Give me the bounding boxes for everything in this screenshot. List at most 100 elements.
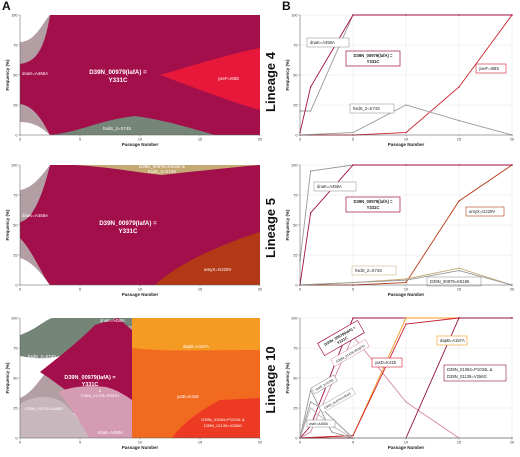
y-tick-label: 100 — [291, 13, 297, 17]
series-point — [511, 164, 513, 166]
x-tick-label: 20 — [510, 441, 514, 445]
y-tick-label: 75 — [293, 43, 297, 47]
area-label: dnaK=A458A — [22, 71, 48, 76]
series-point — [458, 269, 460, 272]
series-line — [299, 164, 512, 286]
series-point — [511, 14, 513, 16]
panel-a-lineage-4-chart: dnaK=A458A D39N_00979(lafA) = Y331C yxeF… — [5, 13, 262, 147]
y-tick-label: 0 — [15, 283, 17, 287]
x-tick-label: 5 — [79, 288, 81, 292]
x-tick-label: 5 — [79, 441, 81, 445]
series-label-box — [306, 37, 350, 48]
area-label: dnaK=A458A — [22, 213, 48, 218]
y-axis-title: Frequency (%) — [285, 362, 290, 394]
series-point — [309, 431, 312, 433]
y-axis-title: Frequency (%) — [285, 59, 290, 91]
series-point — [352, 434, 354, 437]
area-label: D39N_01139=V256G — [204, 423, 242, 428]
area-label: & — [99, 388, 102, 393]
x-tick-label: 15 — [457, 288, 461, 292]
y-tick-label: 0 — [295, 283, 297, 287]
series-label: D39N_01094=P1034L & — [447, 367, 493, 372]
series-point — [405, 131, 407, 134]
y-tick-label: 75 — [293, 346, 297, 350]
y-tick-label: 0 — [15, 436, 17, 440]
area-label: hsdS_2=S74S — [148, 169, 176, 174]
y-tick-label: 25 — [293, 406, 297, 410]
y-tick-label: 0 — [15, 133, 17, 137]
series-label-box — [330, 339, 370, 367]
series-point — [309, 86, 312, 88]
series-label-box — [475, 63, 507, 74]
x-axis-title: Passage Number — [122, 142, 159, 147]
area-D39N-01094 — [172, 398, 260, 438]
panel-b-lineage-5-chart: dnaK=A458A D39N_00979(lafA) = Y331C amyX… — [285, 163, 514, 297]
area-label: Y331C — [82, 382, 99, 388]
area-label: Y331C — [119, 228, 138, 235]
x-tick-label: 20 — [510, 288, 514, 292]
series-label-box — [345, 50, 401, 67]
series-label-box — [310, 374, 338, 395]
area-label: amyX=G229V — [204, 267, 232, 272]
x-tick-label: 10 — [404, 441, 408, 445]
panel-a-lineage-5-chart: D39N_00979=K818K & hsdS_2=S74S dnaK=A458… — [5, 163, 262, 297]
series-point — [309, 389, 312, 391]
x-tick-label: 0 — [19, 138, 21, 142]
series-label: dnaK=A458A — [317, 184, 342, 189]
x-axis-title: Passage Number — [122, 292, 159, 297]
y-tick-label: 25 — [293, 253, 297, 257]
series-label-box — [465, 206, 505, 217]
series-label-box — [426, 276, 482, 287]
y-tick-label: 50 — [13, 73, 17, 77]
y-tick-label: 75 — [293, 193, 297, 197]
x-tick-label: 0 — [299, 441, 301, 445]
y-tick-label: 100 — [291, 163, 297, 167]
y-tick-label: 0 — [295, 436, 297, 440]
series-label: D39N_00979(lafA) = — [354, 53, 394, 58]
series-label: dnaK=A458A — [310, 40, 335, 45]
area-label: dnaK=A458A — [100, 318, 125, 323]
x-axis-title: Passage Number — [388, 142, 425, 147]
series-label: dapB=A157A — [440, 338, 465, 343]
x-tick-label: 10 — [138, 441, 142, 445]
series-point — [352, 317, 354, 319]
x-tick-label: 15 — [457, 138, 461, 142]
y-tick-label: 25 — [13, 103, 17, 107]
series-point — [352, 14, 354, 16]
panel-b-label: B — [282, 0, 291, 13]
x-tick-label: 10 — [138, 138, 142, 142]
series-label: yutD=K41E — [375, 360, 397, 365]
x-tick-label: 10 — [138, 288, 142, 292]
series-point — [309, 170, 312, 172]
series-label-box — [345, 196, 401, 213]
area-D39N-01074 — [20, 397, 90, 438]
y-tick-label: 50 — [13, 223, 17, 227]
area-label: D39N_00979=K818K & — [139, 164, 185, 169]
y-tick-label: 50 — [293, 73, 297, 77]
area-label: D39N_01478=R397H — [81, 393, 119, 398]
area-label: D39N_00979(lafA) = — [89, 69, 147, 76]
x-tick-label: 5 — [352, 288, 354, 292]
series-point — [309, 407, 312, 409]
x-tick-label: 20 — [258, 441, 262, 445]
series-point — [309, 110, 312, 112]
series-label: D39N_00979=K818K — [430, 279, 470, 284]
series-label-box — [306, 419, 336, 428]
area-label: D39N_00979(lafA) = — [99, 220, 157, 227]
area-lafA — [20, 15, 260, 135]
y-tick-label: 100 — [11, 316, 17, 320]
lineage-4-label: Lineage 4 — [263, 51, 278, 112]
series-point — [405, 104, 407, 106]
y-tick-label: 50 — [293, 223, 297, 227]
x-tick-label: 5 — [79, 138, 81, 142]
series-point — [405, 317, 407, 319]
x-tick-label: 0 — [19, 288, 21, 292]
y-tick-label: 100 — [11, 13, 17, 17]
series-label: Y331C — [367, 205, 380, 210]
x-axis-title: Passage Number — [388, 292, 425, 297]
series-label: hsdS_2=S74S — [355, 268, 382, 273]
series-label-box — [317, 319, 365, 357]
y-axis-title: Frequency (%) — [5, 362, 10, 394]
series-point — [309, 401, 312, 403]
panel-b-lineage-10-chart: D39N_00979(lafA) = Y331C D39N_01478=R397… — [285, 316, 514, 450]
